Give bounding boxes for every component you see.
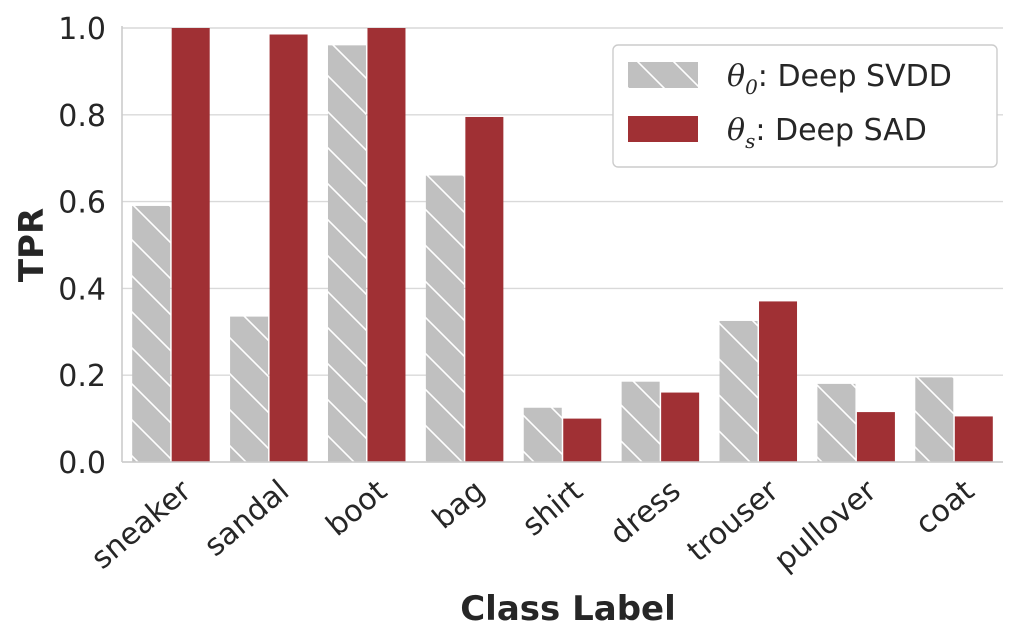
bar-bag-series-1 [465,116,504,462]
bars [132,28,993,463]
bar-coat-series-0 [915,377,954,462]
bar-boot-series-0 [327,45,366,463]
legend-text: : Deep SVDD [758,59,952,94]
x-tick-label: coat [909,473,981,542]
legend-subscript: 0 [745,75,758,99]
y-tick-label: 0.2 [58,359,106,394]
legend-label: θs: Deep SAD [727,113,927,153]
bar-dress-series-0 [621,381,660,462]
bar-trouser-series-0 [719,320,758,462]
x-tick-label: pullover [768,473,884,578]
bar-pullover-series-1 [856,412,895,462]
legend-text: : Deep SAD [755,113,926,148]
x-tick-labels: sneaker sandal boot bag shirt dresstrouserpul… [85,473,982,578]
y-tick-label: 0.6 [58,186,106,221]
y-tick-label: 0.0 [58,446,106,481]
legend-symbol: θ [727,59,745,94]
y-tick-label: 0.8 [58,99,106,134]
x-tick-label: boot [320,473,394,543]
axes [121,26,1003,463]
bar-sandal-series-1 [269,34,308,462]
x-tick-label: sneaker [85,473,199,576]
legend-swatch [628,116,698,142]
bar-pullover-series-0 [817,383,856,462]
legend-label: θ0: Deep SVDD [727,59,952,99]
bar-bag-series-0 [425,175,464,462]
y-axis-title: TPR [12,208,52,282]
legend-swatch [628,62,698,88]
bar-sandal-series-0 [230,316,269,462]
y-tick-labels: 0.0 0.2 0.4 0.6 0.8 1.0 [58,12,106,481]
bar-dress-series-1 [661,392,700,462]
bar-trouser-series-1 [759,301,798,462]
legend-box [612,44,998,168]
x-tick-label: shirt [516,473,590,543]
bar-sneaker-series-0 [132,205,171,462]
bar-boot-series-1 [367,28,406,462]
bar-shirt-series-1 [563,418,602,462]
y-tick-label: 1.0 [58,12,106,47]
x-tick-label: sandal [198,473,296,563]
x-tick-label: dress [603,473,687,552]
legend-symbol: θ [727,113,745,148]
y-tick-label: 0.4 [58,272,106,307]
x-tick-label: bag [426,473,492,536]
bar-sneaker-series-1 [171,28,210,462]
bar-coat-series-1 [954,416,993,462]
x-axis-title: Class Label [460,589,676,629]
bar-shirt-series-0 [523,407,562,462]
legend-subscript: s [745,129,755,153]
